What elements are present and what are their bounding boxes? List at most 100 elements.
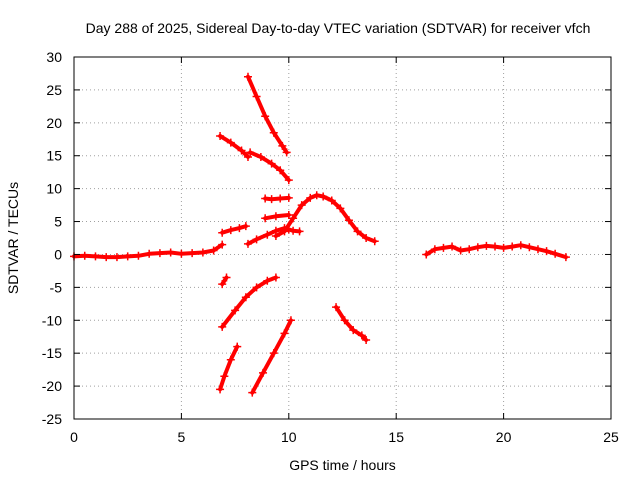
series-arc-7 [243,224,289,248]
series-arc-12 [261,210,293,223]
data-point [231,306,240,315]
data-point [166,248,175,257]
data-point [353,227,362,236]
data-point [112,253,121,262]
data-point [357,331,366,340]
data-point [243,72,252,81]
data-point [261,112,270,121]
y-tick-label: 20 [46,115,62,131]
data-point [473,243,482,252]
data-point [349,326,358,335]
data-point [499,243,508,252]
data-point [252,283,261,292]
series-arc-9 [246,148,293,185]
series-arc-10 [248,316,295,397]
data-point [252,92,261,101]
y-axis-title: SDTVAR / TECUs [5,182,21,294]
y-tick-label: 10 [46,181,62,197]
x-tick-label: 25 [603,429,619,445]
series-arc-6 [216,342,242,394]
data-point [508,242,517,251]
series-arc-5 [216,131,252,162]
data-point [241,293,250,302]
plot-frame [73,56,612,420]
data-point [271,273,280,282]
data-point [430,245,439,254]
data-point [220,372,229,381]
data-point [561,253,570,262]
series-line [218,344,240,392]
data-point [241,222,250,231]
series-line [248,150,291,183]
data-point [267,159,276,168]
data-point [218,228,227,237]
data-point [284,176,293,185]
data-point [327,196,336,205]
data-point [551,249,560,258]
data-point [370,237,379,246]
data-point [188,249,197,258]
series-line [218,134,250,159]
data-point [198,248,207,257]
y-tick-label: -20 [42,378,62,394]
data-point [491,242,500,251]
data-point [542,247,551,256]
data-point [226,138,235,147]
data-point [289,214,298,223]
data-point [222,273,231,282]
data-series-layer [70,72,570,397]
y-tick-label: 5 [54,214,62,230]
data-point [482,241,491,250]
data-point [252,235,261,244]
data-point [271,212,280,221]
data-point [216,385,225,394]
data-point [269,128,278,137]
data-point [319,192,328,201]
x-tick-label: 10 [281,429,297,445]
data-point [525,243,534,252]
data-point [263,230,272,239]
data-point [456,246,465,255]
data-point [276,166,285,175]
data-point [533,245,542,254]
series-arc-11 [261,193,293,204]
data-point [209,246,218,255]
data-point [248,388,257,397]
series-arc-3 [218,273,280,331]
y-tick-label: 15 [46,148,62,164]
chart-title: Day 288 of 2025, Sidereal Day-to-day VTE… [86,20,591,36]
series-arc-4 [218,273,231,289]
data-point [237,146,246,155]
data-point [263,276,272,285]
data-point [261,214,270,223]
x-tick-label: 0 [70,429,78,445]
series-line [246,74,289,155]
data-point [332,303,341,312]
data-point [276,194,285,203]
y-tick-label: -15 [42,345,62,361]
data-point [233,342,242,351]
series-arc-15 [332,303,371,345]
data-point [284,193,293,202]
data-point [246,148,255,157]
x-tick-label: 5 [178,429,186,445]
data-point [336,204,345,213]
data-point [422,250,431,259]
data-point [280,227,289,236]
series-line [220,224,248,235]
data-point [306,193,315,202]
data-point [177,249,186,258]
data-point [226,226,235,235]
data-point [256,153,265,162]
y-tick-label: 30 [46,49,62,65]
data-point [269,349,278,358]
data-point [155,249,164,258]
y-tick-label: -10 [42,312,62,328]
axis-ticks: 0 5 10 15 20 25 -25 -20 -15 -10 -5 0 5 10 15 20 25 30 [42,49,619,445]
data-point [344,216,353,225]
data-point [282,148,291,157]
x-axis-title: GPS time / hours [289,457,396,473]
data-point [297,201,306,210]
data-point [102,253,111,262]
